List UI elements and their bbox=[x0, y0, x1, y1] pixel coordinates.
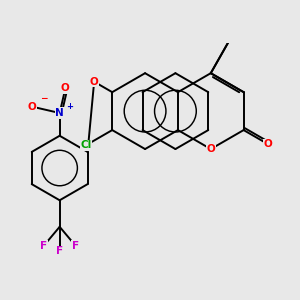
Text: O: O bbox=[61, 83, 70, 93]
Text: O: O bbox=[264, 139, 273, 149]
Text: O: O bbox=[206, 144, 215, 154]
Text: F: F bbox=[72, 241, 79, 251]
Text: N: N bbox=[55, 108, 64, 118]
Text: +: + bbox=[66, 102, 73, 111]
Text: −: − bbox=[40, 94, 47, 103]
Text: F: F bbox=[56, 247, 63, 256]
Text: Cl: Cl bbox=[80, 140, 92, 150]
Text: O: O bbox=[90, 77, 98, 87]
Text: O: O bbox=[28, 102, 36, 112]
Text: F: F bbox=[40, 241, 47, 251]
